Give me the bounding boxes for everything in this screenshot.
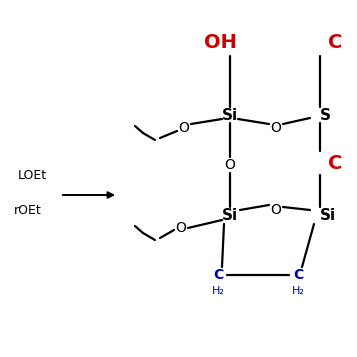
Text: C: C	[213, 268, 223, 282]
Text: O: O	[176, 221, 186, 235]
Text: LOEt: LOEt	[18, 169, 47, 181]
Text: O: O	[225, 158, 235, 172]
Text: O: O	[271, 203, 281, 217]
Text: C: C	[328, 154, 342, 172]
Text: S: S	[320, 107, 331, 122]
Text: Si: Si	[222, 107, 238, 122]
Text: OH: OH	[203, 32, 236, 51]
Text: H₂: H₂	[212, 286, 225, 296]
Text: O: O	[271, 121, 281, 135]
Text: C: C	[293, 268, 303, 282]
Text: O: O	[178, 121, 190, 135]
Text: C: C	[328, 32, 342, 51]
Text: rOEt: rOEt	[14, 203, 42, 216]
Text: Si: Si	[222, 207, 238, 222]
Text: Si: Si	[320, 207, 336, 222]
Text: H₂: H₂	[292, 286, 305, 296]
